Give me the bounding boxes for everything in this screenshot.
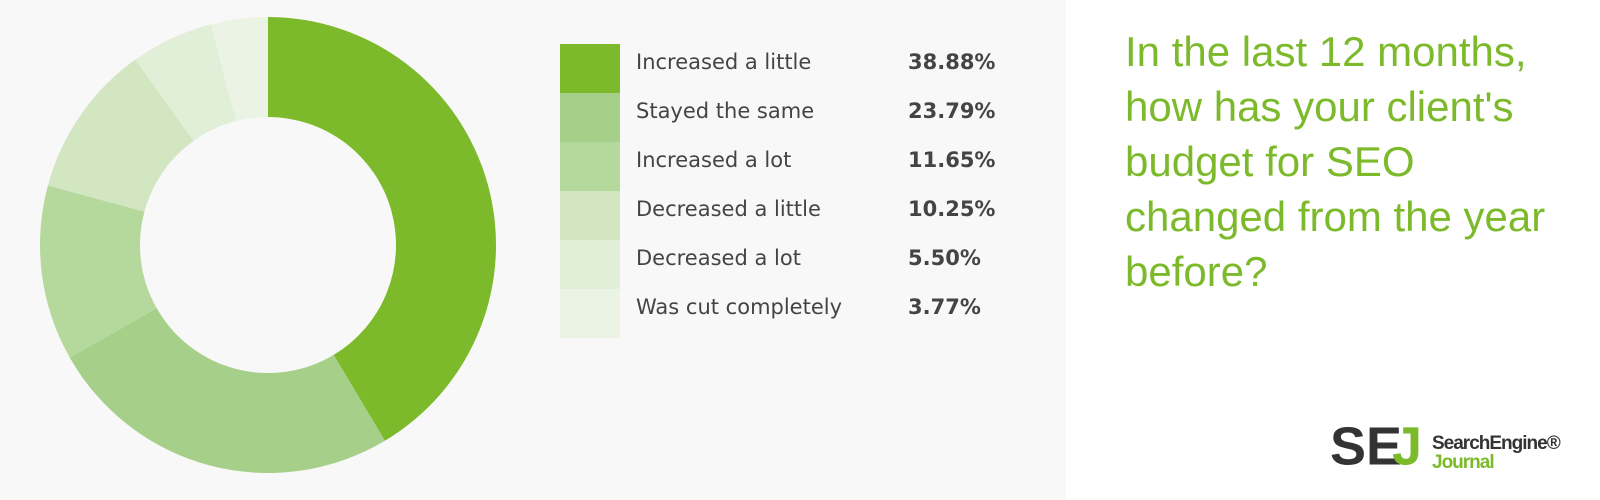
value-label: 38.88%: [908, 50, 995, 74]
legend-swatch: [560, 240, 620, 289]
legend-swatch: [560, 142, 620, 191]
donut-slice: [69, 308, 385, 474]
value-label: 11.65%: [908, 148, 995, 172]
logo-name: Journal: [1432, 452, 1494, 473]
donut-slice: [39, 185, 157, 358]
donut-slice: [135, 24, 237, 141]
value-label: 3.77%: [908, 295, 981, 319]
legend-swatch: [560, 93, 620, 142]
legend-label: Decreased a lot: [636, 246, 801, 270]
value-label: 10.25%: [908, 197, 995, 221]
donut-slice: [211, 17, 268, 122]
legend-label: Decreased a little: [636, 197, 821, 221]
chart-title: In the last 12 months, how has your clie…: [1125, 28, 1546, 295]
legend-label: Stayed the same: [636, 99, 814, 123]
donut-slice: [268, 17, 496, 441]
logo-name: SearchEngine®: [1432, 433, 1561, 454]
legend-label: Increased a lot: [636, 148, 791, 172]
legend-swatch: [560, 191, 620, 240]
legend-label: Increased a little: [636, 50, 811, 74]
donut-slice: [47, 59, 194, 212]
logo-mark: J: [1392, 416, 1422, 476]
legend-label: Was cut completely: [636, 295, 842, 319]
value-label: 23.79%: [908, 99, 995, 123]
legend-swatch: [560, 44, 620, 93]
legend-swatch: [560, 289, 620, 338]
value-label: 5.50%: [908, 246, 981, 270]
logo-mark: SE: [1330, 416, 1402, 476]
